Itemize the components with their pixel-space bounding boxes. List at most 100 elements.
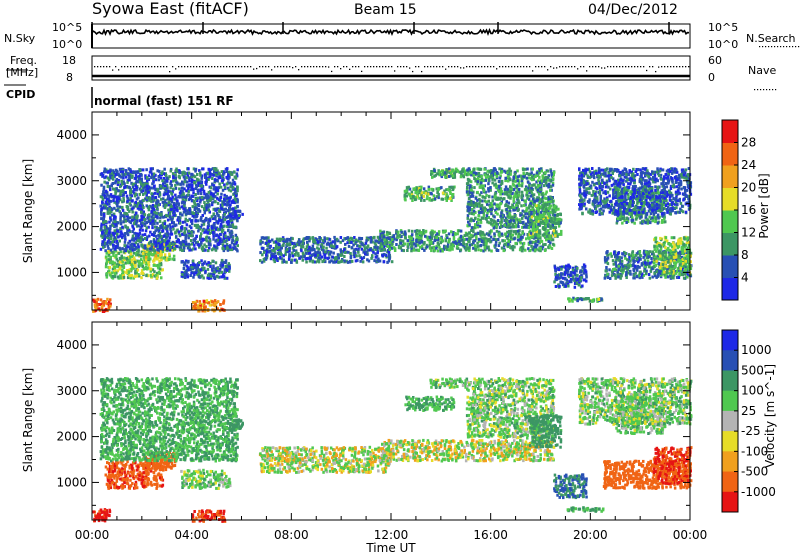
data-cell [321, 260, 324, 264]
data-cell [161, 186, 164, 190]
data-cell [115, 244, 118, 248]
data-cell [120, 230, 123, 234]
data-cell [179, 248, 182, 252]
data-cell [471, 229, 475, 233]
data-cell [209, 195, 213, 199]
data-cell [183, 231, 186, 235]
data-cell [136, 243, 140, 247]
data-cell [159, 254, 162, 258]
data-cell [169, 232, 172, 236]
nave-point [574, 66, 576, 68]
data-cell [317, 260, 321, 264]
data-cell [166, 224, 170, 228]
data-cell [260, 236, 264, 240]
data-cell [178, 191, 182, 195]
data-cell [199, 198, 202, 202]
data-cell [514, 208, 517, 212]
data-cell [112, 187, 115, 191]
data-cell [231, 182, 235, 186]
data-cell [199, 218, 202, 222]
data-cell [226, 246, 229, 250]
data-cell [232, 242, 236, 246]
data-cell [115, 271, 118, 275]
data-cell [411, 199, 414, 202]
data-cell [487, 216, 490, 219]
data-cell [433, 169, 436, 172]
data-cell [208, 199, 211, 202]
data-cell [444, 175, 447, 179]
data-cell [524, 212, 527, 216]
data-cell [119, 234, 122, 238]
data-cell [494, 197, 497, 201]
data-cell [134, 192, 138, 196]
data-cell [518, 201, 521, 205]
nave-point [484, 66, 486, 68]
nave-point [214, 66, 216, 68]
data-cell [197, 229, 200, 233]
data-cell [410, 244, 414, 248]
data-cell [171, 246, 174, 249]
data-cell [470, 204, 473, 207]
data-cell [262, 236, 265, 240]
data-cell [501, 239, 505, 243]
nave-point [178, 66, 180, 68]
data-cell [544, 201, 547, 205]
data-cell [206, 194, 210, 198]
data-cell [190, 248, 193, 252]
data-cell [301, 242, 304, 246]
data-cell [378, 239, 381, 243]
data-cell [199, 237, 202, 241]
data-cell [128, 209, 131, 213]
data-cell [132, 227, 135, 231]
data-cell [185, 209, 189, 213]
data-cell [452, 241, 455, 245]
data-cell [151, 203, 155, 207]
data-cell [234, 199, 237, 203]
data-cell [486, 211, 489, 215]
data-cell [142, 248, 146, 252]
data-cell [547, 245, 550, 249]
data-cell [492, 221, 496, 225]
data-cell [177, 202, 180, 206]
data-cell [527, 186, 530, 190]
data-cell [172, 176, 175, 180]
nave-point [490, 66, 492, 68]
data-cell [173, 210, 176, 214]
data-cell [305, 251, 308, 255]
data-cell [219, 233, 222, 237]
data-cell [269, 257, 273, 261]
data-cell [379, 232, 382, 236]
data-cell [350, 240, 353, 244]
data-cell [324, 250, 327, 254]
data-cell [265, 253, 268, 257]
data-cell [158, 213, 162, 216]
data-cell [201, 245, 204, 249]
data-cell [149, 240, 153, 244]
data-cell [140, 214, 143, 218]
data-cell [156, 265, 160, 269]
data-cell [111, 171, 114, 175]
data-cell [180, 229, 183, 233]
data-cell [103, 225, 106, 229]
data-cell [101, 243, 104, 246]
data-cell [514, 231, 517, 235]
data-cell [400, 230, 403, 234]
data-cell [291, 237, 294, 241]
data-cell [410, 234, 413, 238]
data-cell [527, 242, 531, 246]
data-cell [526, 167, 529, 171]
data-cell [226, 196, 230, 200]
data-cell [203, 201, 206, 204]
data-cell [179, 212, 182, 216]
data-cell [116, 183, 120, 187]
data-cell [205, 299, 209, 303]
nave-point [379, 66, 381, 68]
data-cell [331, 240, 335, 244]
data-cell [403, 197, 407, 201]
data-cell [116, 232, 119, 236]
data-cell [141, 211, 144, 215]
data-cell [498, 241, 501, 245]
data-cell [181, 195, 184, 199]
data-cell [143, 237, 147, 240]
data-cell [520, 245, 524, 249]
